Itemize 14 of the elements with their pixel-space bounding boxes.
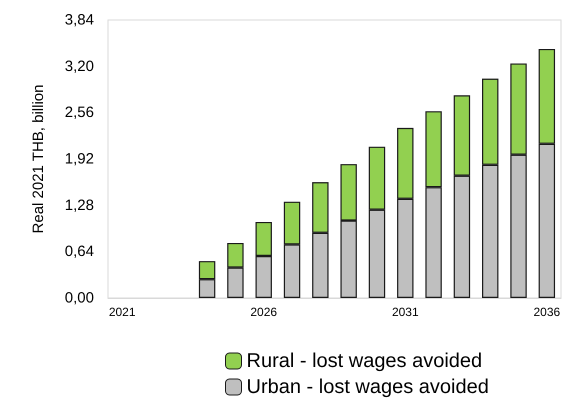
x-tick-label: 2026 (250, 305, 278, 319)
y-tick-label: 0,00 (64, 290, 94, 306)
y-axis-title: Real 2021 THB, billion (30, 84, 47, 234)
legend-label: Urban - lost wages avoided (246, 376, 489, 398)
y-tick-label: 1,92 (64, 150, 94, 168)
y-tick-label: 2,56 (64, 104, 94, 122)
x-tick-label: 2031 (392, 305, 419, 319)
y-tick-label: 1,28 (64, 196, 94, 214)
y-tick-label: 0,64 (64, 243, 94, 260)
y-tick-label: 3,20 (64, 58, 94, 75)
x-tick-label: 2021 (108, 305, 136, 319)
y-tick-label: 3,84 (64, 12, 94, 28)
legend-label: Rural - lost wages avoided (246, 350, 482, 372)
x-tick-label: 2036 (533, 305, 561, 319)
